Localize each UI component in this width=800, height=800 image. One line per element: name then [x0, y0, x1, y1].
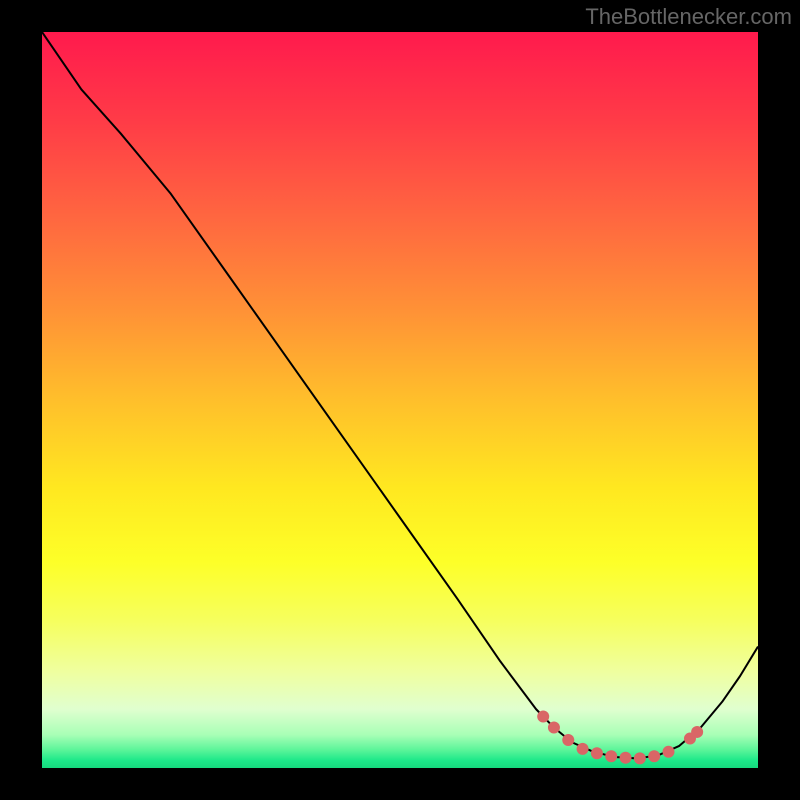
marker-point — [591, 747, 603, 759]
marker-point — [634, 752, 646, 764]
chart-container: TheBottlenecker.com — [0, 0, 800, 800]
curve-svg — [42, 32, 758, 768]
marker-point — [605, 750, 617, 762]
marker-point — [537, 710, 549, 722]
plot-area — [42, 32, 758, 768]
marker-point — [663, 746, 675, 758]
marker-point — [548, 722, 560, 734]
marker-point — [648, 750, 660, 762]
watermark-text: TheBottlenecker.com — [585, 4, 792, 30]
marker-point — [691, 726, 703, 738]
marker-point — [562, 734, 574, 746]
bottleneck-curve — [42, 32, 758, 758]
marker-point — [620, 752, 632, 764]
marker-point — [577, 743, 589, 755]
